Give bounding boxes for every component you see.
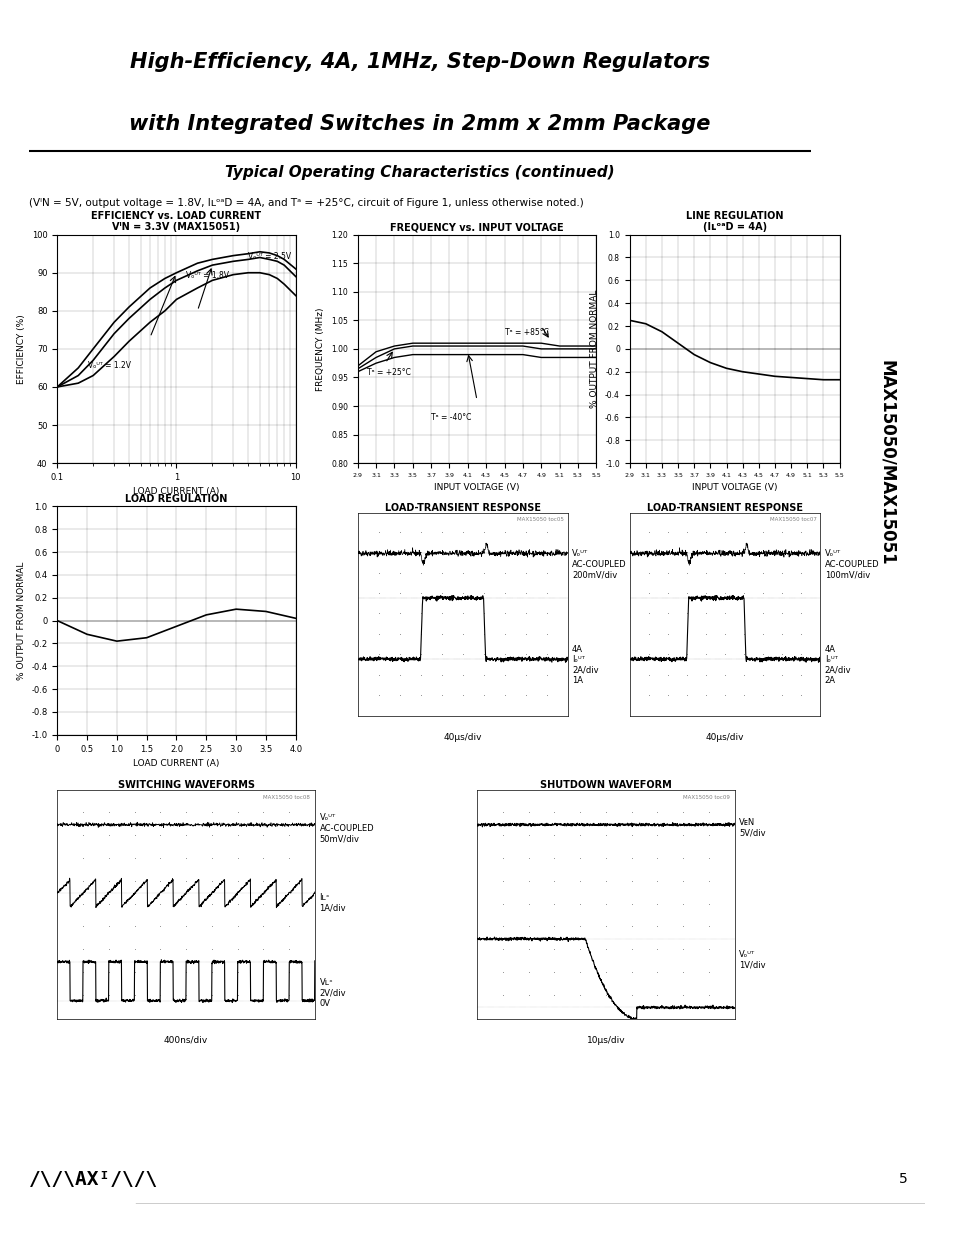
Y-axis label: % OUTPUT FROM NORMAL: % OUTPUT FROM NORMAL [17, 562, 26, 679]
Text: 40μs/div: 40μs/div [705, 734, 743, 742]
Text: (VᴵN = 5V, output voltage = 1.8V, IʟᵒᵃD = 4A, and Tᵃ = +25°C, circuit of Figure : (VᴵN = 5V, output voltage = 1.8V, IʟᵒᵃD … [29, 198, 582, 207]
Text: MAX15050 toc05: MAX15050 toc05 [516, 516, 563, 521]
Text: 400ns/div: 400ns/div [164, 1036, 208, 1045]
X-axis label: INPUT VOLTAGE (V): INPUT VOLTAGE (V) [434, 483, 519, 493]
Text: 40μs/div: 40μs/div [443, 734, 481, 742]
Text: Vₒᵁᵀ = 2.5V: Vₒᵁᵀ = 2.5V [248, 252, 291, 262]
Text: Tᵃ = -40°C: Tᵃ = -40°C [431, 414, 471, 422]
Text: Vₒᵁᵀ
AC-COUPLED
200mV/div: Vₒᵁᵀ AC-COUPLED 200mV/div [571, 550, 626, 579]
Text: Vₒᵁᵀ
AC-COUPLED
50mV/div: Vₒᵁᵀ AC-COUPLED 50mV/div [319, 814, 374, 844]
Title: SHUTDOWN WAVEFORM: SHUTDOWN WAVEFORM [539, 781, 671, 790]
Text: MAX15050 toc08: MAX15050 toc08 [262, 795, 310, 800]
Text: /\/\AXᴵ/\/\: /\/\AXᴵ/\/\ [29, 1170, 157, 1189]
X-axis label: INPUT VOLTAGE (V): INPUT VOLTAGE (V) [691, 483, 777, 493]
X-axis label: LOAD CURRENT (A): LOAD CURRENT (A) [133, 760, 219, 768]
Text: 4A
Iₒᵁᵀ
2A/div
2A: 4A Iₒᵁᵀ 2A/div 2A [823, 645, 850, 685]
Text: High-Efficiency, 4A, 1MHz, Step-Down Regulators: High-Efficiency, 4A, 1MHz, Step-Down Reg… [130, 52, 709, 72]
Title: FREQUENCY vs. INPUT VOLTAGE: FREQUENCY vs. INPUT VOLTAGE [390, 222, 563, 232]
Text: Iʟˣ
1A/div: Iʟˣ 1A/div [319, 893, 346, 913]
Text: MAX15050 toc07: MAX15050 toc07 [769, 516, 816, 521]
Y-axis label: EFFICIENCY (%): EFFICIENCY (%) [17, 314, 26, 384]
Y-axis label: FREQUENCY (MHz): FREQUENCY (MHz) [316, 308, 325, 390]
Text: Vₒᵁᵀ = 1.2V: Vₒᵁᵀ = 1.2V [88, 361, 131, 370]
Title: LINE REGULATION
(IʟᵒᵃD = 4A): LINE REGULATION (IʟᵒᵃD = 4A) [685, 211, 782, 232]
Text: Tᵃ = +85°C: Tᵃ = +85°C [504, 327, 548, 337]
Y-axis label: % OUTPUT FROM NORMAL: % OUTPUT FROM NORMAL [590, 290, 598, 408]
Title: LOAD REGULATION: LOAD REGULATION [125, 494, 228, 504]
Text: MAX15050/MAX15051: MAX15050/MAX15051 [878, 361, 895, 566]
Text: Vʟˣ
2V/div
0V: Vʟˣ 2V/div 0V [319, 978, 346, 1008]
Text: VᴇN
5V/div: VᴇN 5V/div [739, 818, 765, 837]
X-axis label: LOAD CURRENT (A): LOAD CURRENT (A) [133, 488, 219, 496]
Text: 4A
Iₒᵁᵀ
2A/div
1A: 4A Iₒᵁᵀ 2A/div 1A [571, 645, 598, 685]
Title: SWITCHING WAVEFORMS: SWITCHING WAVEFORMS [117, 781, 254, 790]
Text: 5: 5 [898, 1172, 906, 1187]
Text: 10μs/div: 10μs/div [586, 1036, 624, 1045]
Title: LOAD-TRANSIENT RESPONSE: LOAD-TRANSIENT RESPONSE [384, 503, 540, 513]
Text: Vₒᵁᵀ = 1.8V: Vₒᵁᵀ = 1.8V [186, 272, 229, 280]
Text: MAX15050 toc09: MAX15050 toc09 [681, 795, 729, 800]
Text: Vₒᵁᵀ
1V/div: Vₒᵁᵀ 1V/div [739, 951, 765, 969]
Text: Vₒᵁᵀ
AC-COUPLED
100mV/div: Vₒᵁᵀ AC-COUPLED 100mV/div [823, 550, 879, 579]
Title: EFFICIENCY vs. LOAD CURRENT
VᴵN = 3.3V (MAX15051): EFFICIENCY vs. LOAD CURRENT VᴵN = 3.3V (… [91, 211, 261, 232]
Text: Typical Operating Characteristics (continued): Typical Operating Characteristics (conti… [225, 165, 614, 180]
Text: with Integrated Switches in 2mm x 2mm Package: with Integrated Switches in 2mm x 2mm Pa… [129, 114, 710, 133]
Title: LOAD-TRANSIENT RESPONSE: LOAD-TRANSIENT RESPONSE [646, 503, 802, 513]
Text: Tᵃ = +25°C: Tᵃ = +25°C [367, 368, 411, 377]
